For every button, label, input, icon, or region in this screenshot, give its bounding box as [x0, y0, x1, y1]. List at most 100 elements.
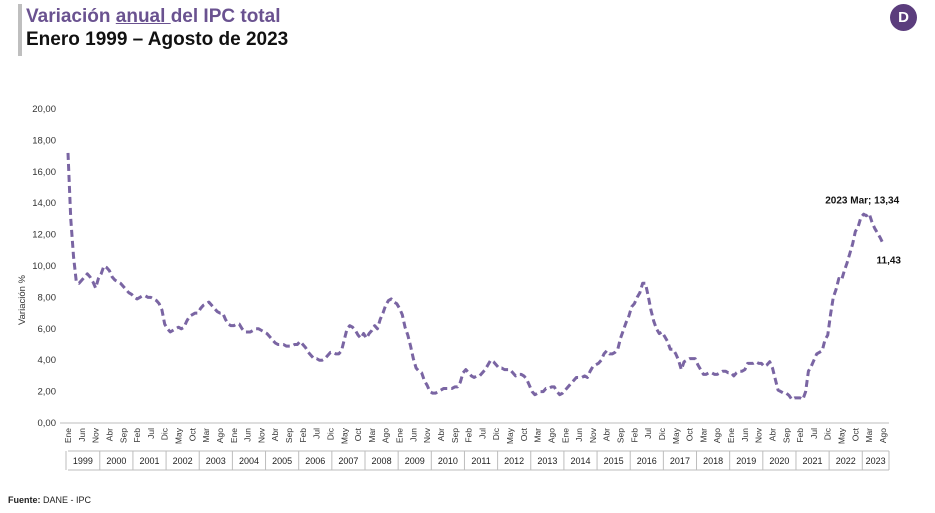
x-tick-label: Mar: [864, 428, 874, 443]
y-tick-label: 18,00: [32, 135, 56, 146]
x-tick-label: Abr: [436, 428, 446, 441]
x-tick-label: Ene: [63, 428, 73, 443]
year-label: 2018: [703, 456, 723, 466]
x-tick-label: May: [837, 427, 847, 444]
year-label: 2005: [272, 456, 292, 466]
year-label: 2017: [670, 456, 690, 466]
x-tick-label: Sep: [284, 428, 294, 443]
year-label: 2016: [637, 456, 657, 466]
x-tick-label: Jun: [408, 428, 418, 442]
source-note: Fuente: DANE - IPC: [8, 495, 92, 505]
x-tick-label: Jul: [643, 428, 653, 439]
x-tick-label: Dic: [823, 427, 833, 440]
x-tick-label: Jul: [312, 428, 322, 439]
x-tick-label: Abr: [104, 428, 114, 441]
y-tick-label: 0,00: [38, 418, 57, 429]
year-label: 2015: [604, 456, 624, 466]
x-tick-label: Sep: [118, 428, 128, 443]
y-tick-label: 6,00: [38, 324, 57, 335]
x-tick-label: Nov: [91, 427, 101, 443]
annotation-label: 11,43: [877, 256, 902, 267]
x-tick-label: Oct: [685, 427, 695, 441]
y-tick-label: 8,00: [38, 292, 57, 303]
x-tick-label: Abr: [602, 428, 612, 441]
x-tick-label: Ene: [560, 428, 570, 443]
x-tick-label: Jul: [146, 428, 156, 439]
x-tick-label: Feb: [629, 428, 639, 443]
x-tick-label: Ago: [381, 428, 391, 443]
x-tick-label: Dic: [491, 427, 501, 440]
x-tick-label: Abr: [270, 428, 280, 441]
x-tick-label: Nov: [422, 427, 432, 443]
x-tick-label: Dic: [325, 427, 335, 440]
year-label: 2012: [504, 456, 524, 466]
year-label: 2019: [736, 456, 756, 466]
year-label: 2008: [372, 456, 392, 466]
x-tick-label: Sep: [781, 428, 791, 443]
x-tick-label: Oct: [353, 427, 363, 441]
y-tick-label: 10,00: [32, 261, 56, 272]
x-tick-label: Feb: [464, 428, 474, 443]
x-tick-label: Mar: [698, 428, 708, 443]
x-tick-label: May: [339, 427, 349, 444]
x-tick-label: Ago: [712, 428, 722, 443]
x-tick-label: May: [671, 427, 681, 444]
x-tick-label: Oct: [850, 427, 860, 441]
x-axis: Ene Jun Nov Abr Sep Feb Jul Dic May Oct Mar Ago Ene J…: [60, 422, 890, 471]
y-tick-label: 12,00: [32, 230, 56, 241]
chart-subtitle: Enero 1999 – Agosto de 2023: [26, 29, 289, 50]
x-tick-label: Feb: [132, 428, 142, 443]
year-label: 2011: [471, 456, 490, 466]
year-label: 2021: [803, 456, 823, 466]
y-axis: 0,00 2,00 4,00 6,00 8,00 10,00 12,00 14,00 16,00…: [17, 104, 56, 429]
x-tick-label: Feb: [298, 428, 308, 443]
year-label: 2022: [836, 456, 856, 466]
chart-title: Variación anual del IPC total: [26, 6, 281, 27]
x-tick-label: Dic: [657, 427, 667, 440]
y-tick-label: 4,00: [38, 355, 57, 366]
year-label: 2023: [866, 456, 886, 466]
y-tick-label: 16,00: [32, 167, 56, 178]
x-tick-label: Nov: [754, 427, 764, 443]
year-label: 2020: [769, 456, 789, 466]
x-tick-label: Feb: [795, 428, 805, 443]
x-tick-label: Jun: [77, 428, 87, 442]
year-label: 2014: [570, 456, 590, 466]
year-label: 2000: [106, 456, 126, 466]
dane-logo-icon: D: [890, 4, 917, 31]
x-tick-label: Oct: [187, 427, 197, 441]
y-tick-label: 2,00: [38, 387, 57, 398]
y-tick-label: 20,00: [32, 104, 56, 115]
x-tick-label: Jun: [243, 428, 253, 442]
y-axis-label: Variación %: [17, 274, 28, 325]
x-tick-label: Dic: [160, 427, 170, 440]
title-accent-bar: [18, 4, 22, 56]
x-tick-label: Ago: [215, 428, 225, 443]
x-tick-label: Ene: [726, 428, 736, 443]
x-tick-label: Jul: [477, 428, 487, 439]
x-tick-label: Nov: [588, 427, 598, 443]
x-tick-label: Ene: [229, 428, 239, 443]
x-tick-label: May: [505, 427, 515, 444]
x-tick-label: Sep: [450, 428, 460, 443]
year-label: 2001: [139, 456, 159, 466]
x-tick-label: Ago: [878, 428, 888, 443]
year-label: 2010: [438, 456, 458, 466]
x-tick-label: Jun: [740, 428, 750, 442]
ipc-series-line: [66, 152, 885, 401]
year-label: 2002: [173, 456, 193, 466]
x-tick-label: Sep: [616, 428, 626, 443]
x-tick-label: Mar: [533, 428, 543, 443]
year-label: 2013: [537, 456, 557, 466]
y-tick-label: 14,00: [32, 198, 56, 209]
x-tick-label: Oct: [519, 427, 529, 441]
x-tick-label: Abr: [767, 428, 777, 441]
x-tick-label: Mar: [201, 428, 211, 443]
year-label: 2004: [239, 456, 259, 466]
annotation-label: 2023 Mar; 13,34: [825, 196, 899, 207]
x-tick-label: Jun: [574, 428, 584, 442]
x-tick-label: Jul: [809, 428, 819, 439]
x-tick-label: Ago: [546, 428, 556, 443]
x-tick-label: Mar: [367, 428, 377, 443]
